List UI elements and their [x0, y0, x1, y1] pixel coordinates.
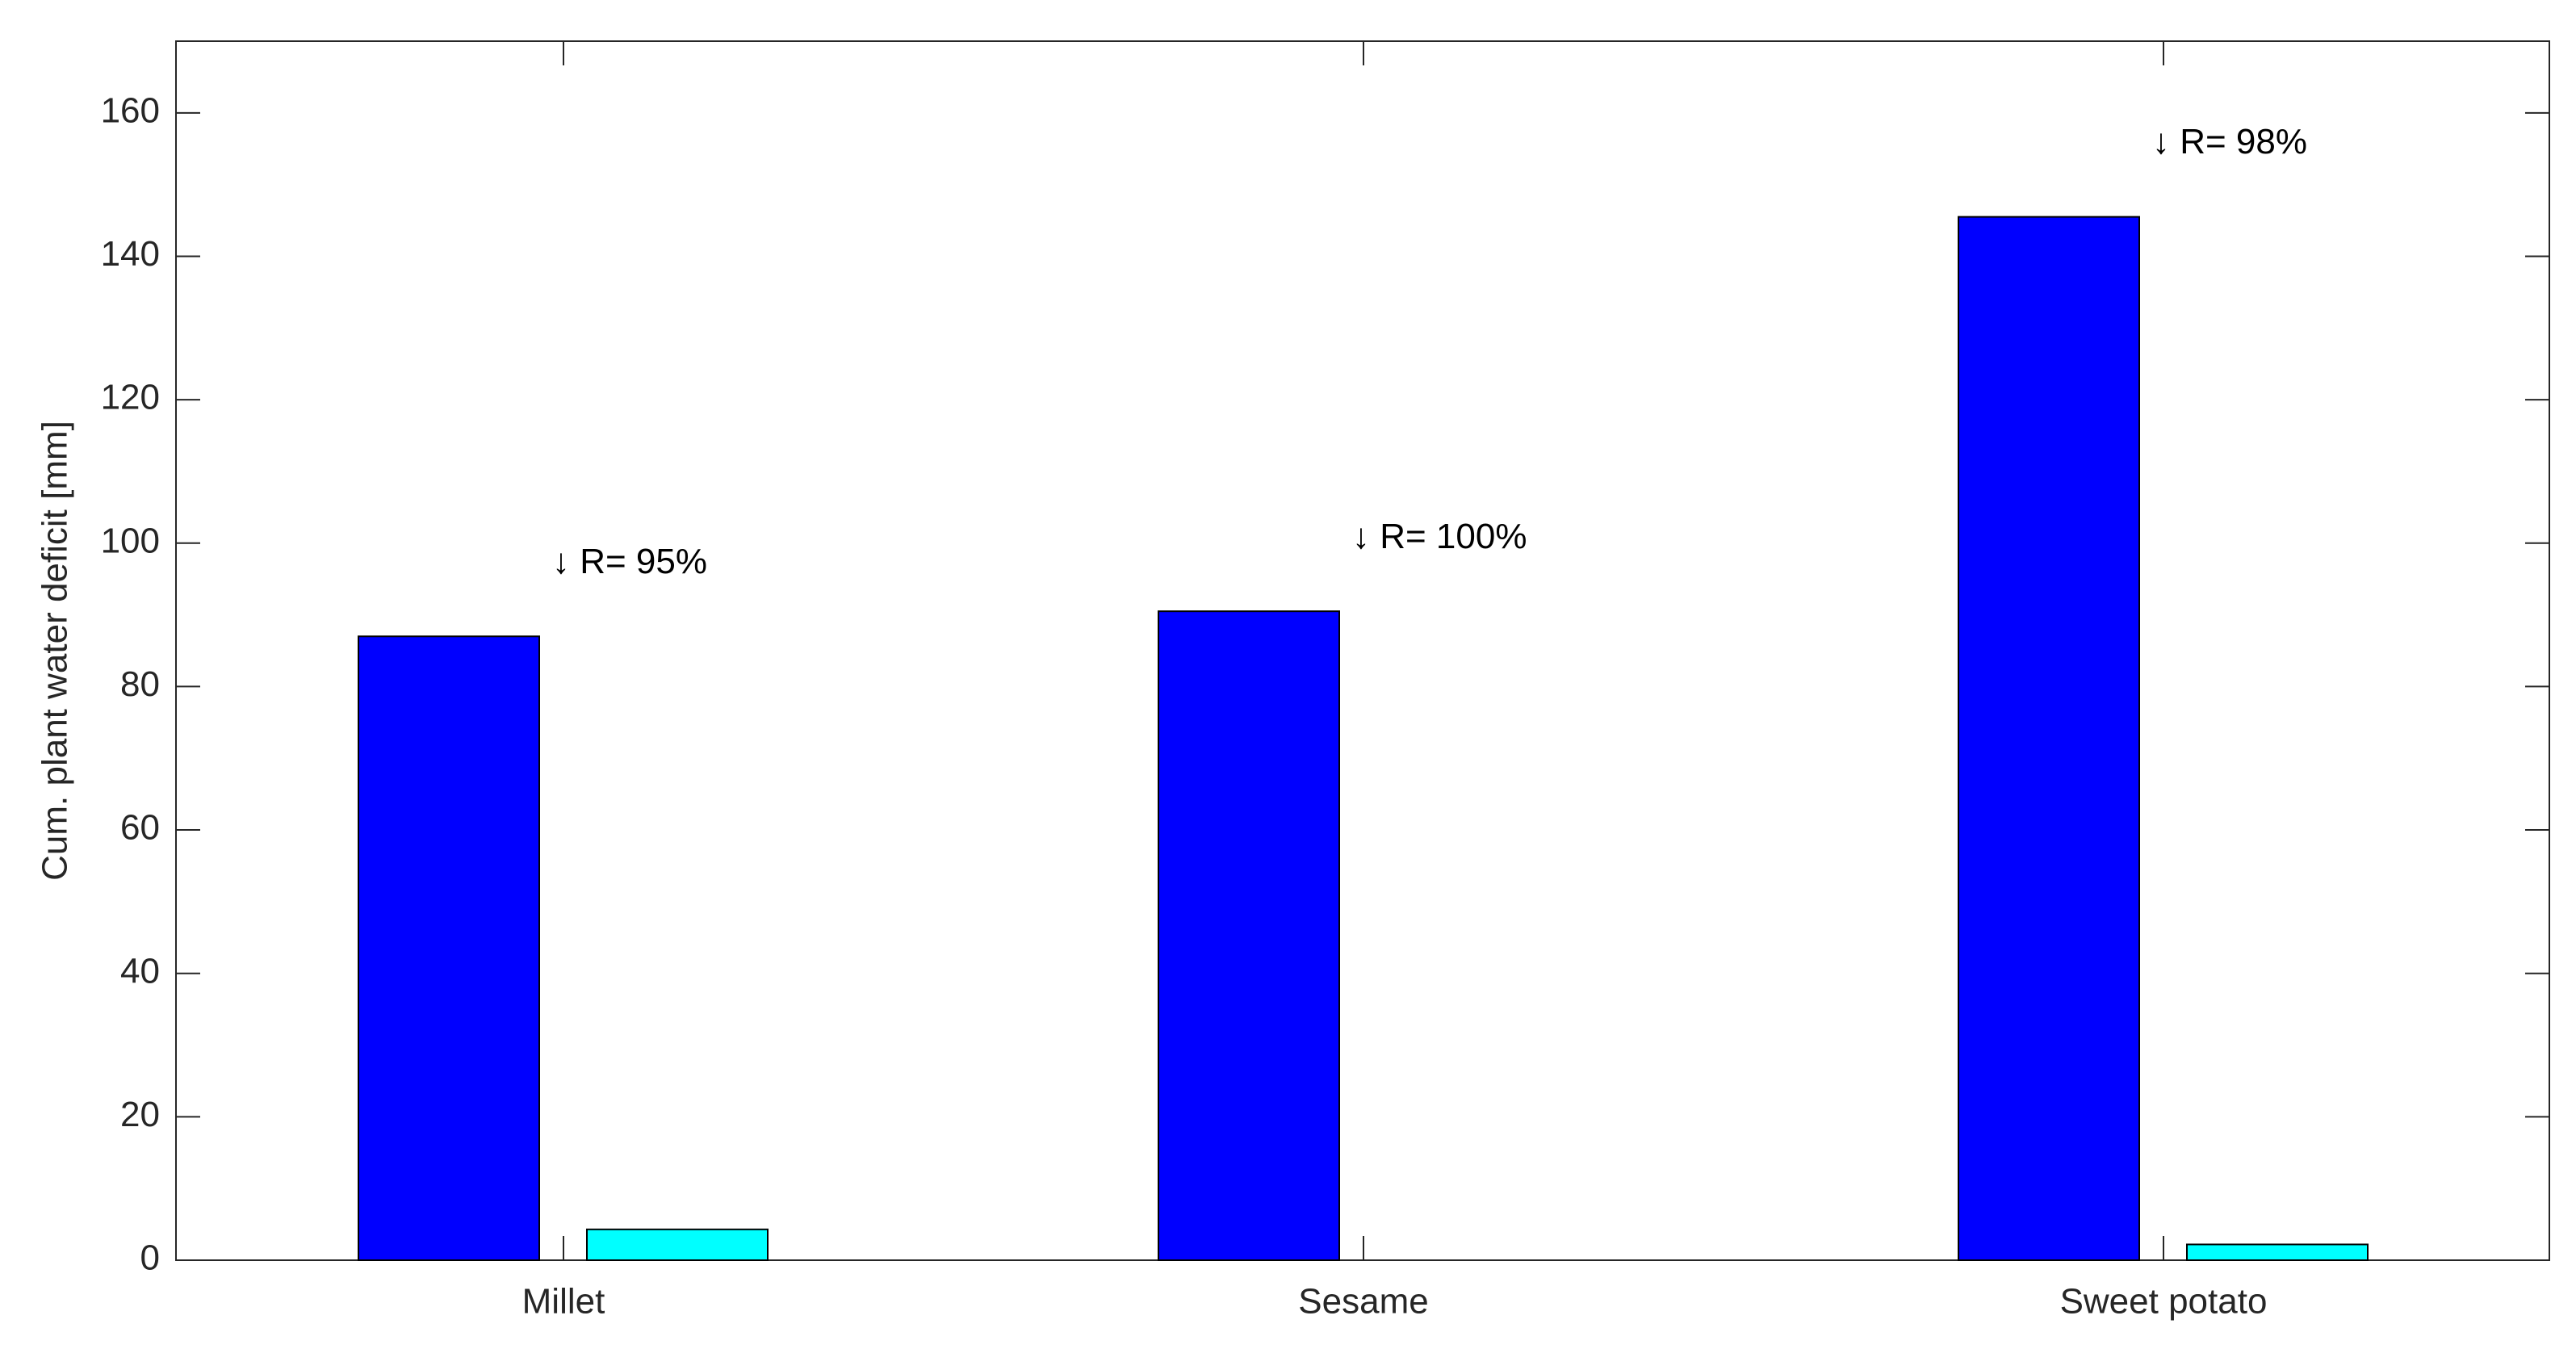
plot-area	[175, 40, 2550, 1261]
bar	[2186, 1243, 2369, 1262]
y-tick-label: 20	[120, 1095, 160, 1134]
y-tick-label: 0	[140, 1238, 160, 1278]
x-tick-label: Sweet potato	[2060, 1282, 2268, 1322]
bar	[1958, 216, 2140, 1261]
y-tick-label: 160	[101, 90, 160, 130]
y-axis-label: Cum. plant water deficit [mm]	[36, 421, 75, 881]
annotation: ↓ R= 95%	[552, 542, 707, 581]
x-tick-label: Millet	[522, 1282, 605, 1322]
y-tick-label: 140	[101, 234, 160, 274]
bar	[1158, 610, 1340, 1261]
annotation: ↓ R= 98%	[2152, 122, 2307, 161]
y-tick-label: 60	[120, 808, 160, 848]
y-tick-label: 40	[120, 951, 160, 991]
y-tick-label: 100	[101, 521, 160, 560]
y-tick-label: 80	[120, 664, 160, 704]
bar	[586, 1228, 769, 1262]
y-tick-label: 120	[101, 378, 160, 417]
x-tick-label: Sesame	[1298, 1282, 1428, 1322]
annotation: ↓ R= 100%	[1352, 517, 1527, 556]
bar	[358, 635, 540, 1261]
